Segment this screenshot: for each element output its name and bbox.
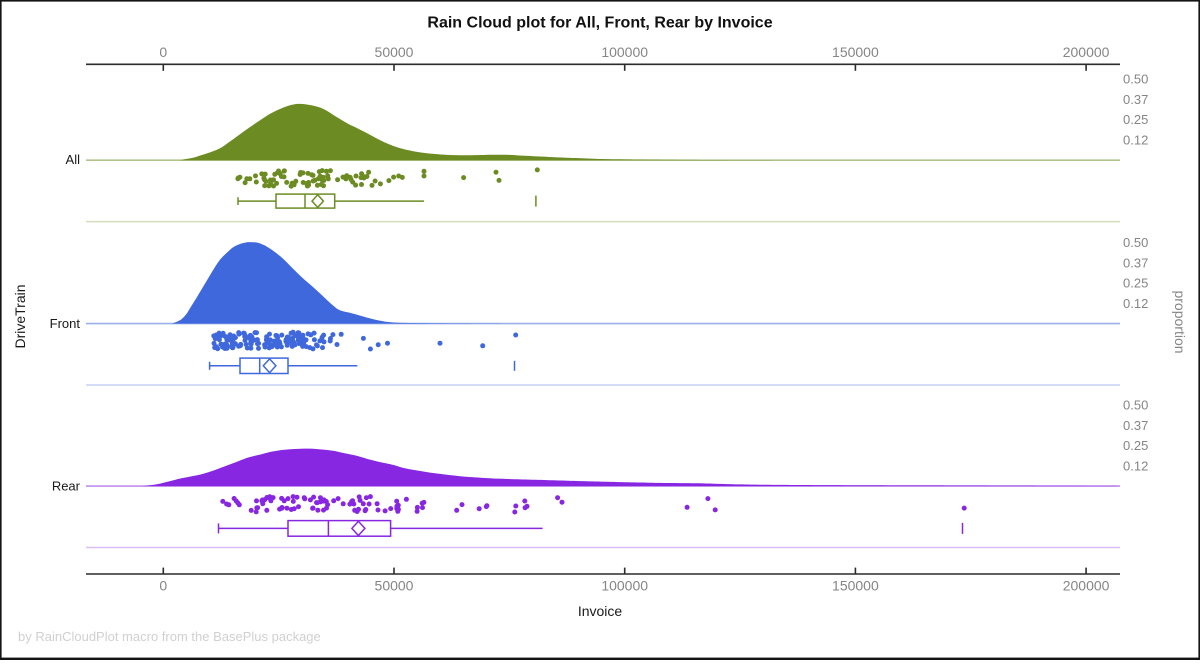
svg-text:200000: 200000 bbox=[1063, 44, 1110, 60]
svg-text:0.37: 0.37 bbox=[1123, 418, 1148, 433]
svg-text:0.25: 0.25 bbox=[1123, 276, 1148, 291]
svg-text:by RainCloudPlot macro from th: by RainCloudPlot macro from the BasePlus… bbox=[18, 629, 321, 644]
svg-text:50000: 50000 bbox=[375, 578, 414, 594]
svg-text:0.37: 0.37 bbox=[1123, 92, 1148, 107]
svg-text:0.25: 0.25 bbox=[1123, 112, 1148, 127]
svg-text:50000: 50000 bbox=[375, 44, 414, 60]
svg-text:Rain Cloud plot for All, Front: Rain Cloud plot for All, Front, Rear by … bbox=[427, 15, 772, 32]
svg-text:0.12: 0.12 bbox=[1123, 458, 1148, 473]
svg-text:100000: 100000 bbox=[601, 578, 648, 594]
svg-text:0: 0 bbox=[159, 44, 167, 60]
svg-text:0.50: 0.50 bbox=[1123, 398, 1148, 413]
svg-text:0.12: 0.12 bbox=[1123, 296, 1148, 311]
svg-text:Invoice: Invoice bbox=[578, 603, 623, 619]
svg-text:0.12: 0.12 bbox=[1123, 133, 1148, 148]
svg-text:150000: 150000 bbox=[832, 44, 879, 60]
svg-text:200000: 200000 bbox=[1063, 578, 1110, 594]
svg-text:Front: Front bbox=[50, 316, 81, 331]
svg-text:100000: 100000 bbox=[601, 44, 648, 60]
svg-text:150000: 150000 bbox=[832, 578, 879, 594]
svg-text:0.50: 0.50 bbox=[1123, 72, 1148, 87]
svg-text:DriveTrain: DriveTrain bbox=[12, 284, 28, 348]
svg-text:0.25: 0.25 bbox=[1123, 438, 1148, 453]
svg-text:All: All bbox=[66, 152, 81, 167]
svg-text:0.50: 0.50 bbox=[1123, 235, 1148, 250]
svg-text:0: 0 bbox=[159, 578, 167, 594]
svg-text:proportion: proportion bbox=[1172, 290, 1188, 353]
svg-text:Rear: Rear bbox=[52, 479, 81, 494]
svg-text:0.37: 0.37 bbox=[1123, 255, 1148, 270]
